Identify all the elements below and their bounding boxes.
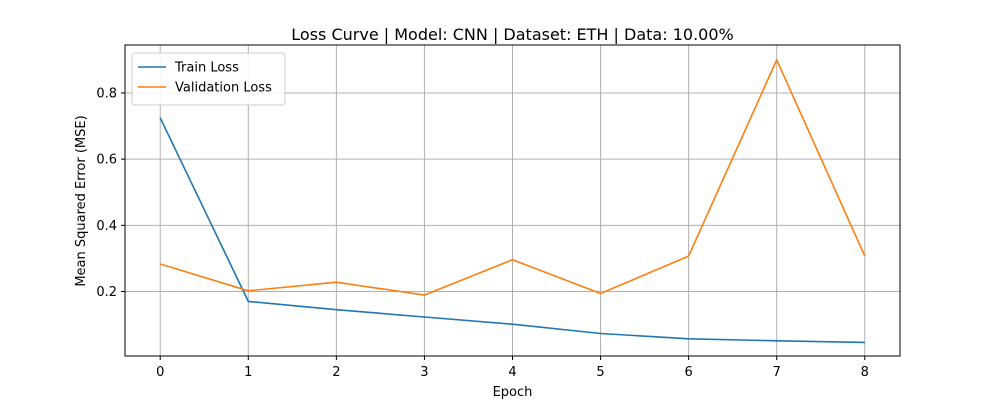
- y-tick-label: 0.2: [96, 285, 117, 300]
- x-tick-label: 2: [332, 365, 340, 380]
- y-tick-label: 0.6: [96, 153, 117, 168]
- x-tick-label: 8: [861, 365, 869, 380]
- y-tick-label: 0.8: [96, 86, 117, 101]
- legend-label-train-loss: Train Loss: [174, 61, 239, 76]
- x-tick-label: 7: [773, 365, 781, 380]
- validation-loss-line: [159, 59, 866, 296]
- chart-title: Loss Curve | Model: CNN | Dataset: ETH |…: [291, 25, 733, 44]
- series-lines: [159, 59, 866, 344]
- x-tick-label: 4: [508, 365, 516, 380]
- x-tick-label: 0: [156, 365, 164, 380]
- x-tick-label: 3: [420, 365, 428, 380]
- grid-lines: [125, 45, 900, 356]
- axis-ticks: 0 1 2 3 4 5 6 7 8 0.2 0.4 0.6 0.8: [96, 86, 869, 380]
- legend-box: [131, 52, 286, 106]
- x-axis-title: Epoch: [493, 385, 533, 400]
- train-loss-line: [159, 117, 865, 344]
- legend-label-validation-loss: Validation Loss: [175, 81, 272, 96]
- x-tick-label: 5: [596, 365, 604, 380]
- legend: Train Loss Validation Loss: [131, 52, 286, 106]
- y-axis-title: Mean Squared Error (MSE): [74, 115, 89, 286]
- y-tick-label: 0.4: [96, 219, 117, 234]
- x-tick-label: 6: [684, 365, 692, 380]
- x-tick-label: 1: [244, 365, 252, 380]
